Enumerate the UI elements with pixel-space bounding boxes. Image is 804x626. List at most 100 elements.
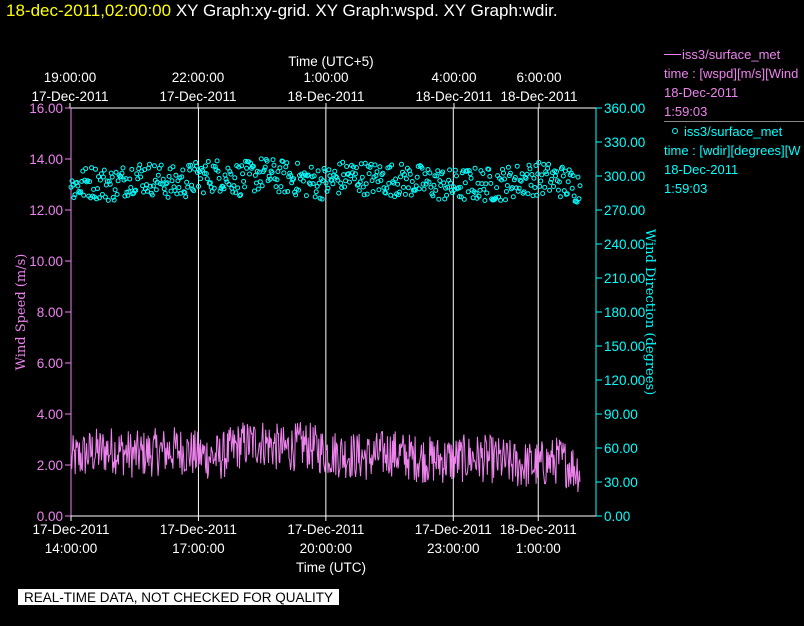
legend-circle-marker [672,128,678,134]
wind-direction-point [451,184,456,190]
wind-direction-point [308,164,314,170]
wind-direction-point [258,156,264,162]
wind-direction-point [83,166,89,172]
wind-direction-point [398,174,403,180]
wind-direction-point [247,171,252,177]
legend-divider [664,121,804,122]
wind-direction-point [253,180,259,186]
wind-direction-point [537,183,543,189]
wind-direction-point [323,180,329,186]
wind-direction-point [269,170,275,175]
wind-direction-point [511,177,517,183]
wind-direction-point [289,180,295,186]
wind-direction-point [304,173,310,179]
wind-direction-point [115,178,121,184]
wind-direction-point [164,180,170,186]
wind-direction-point [467,171,473,177]
wind-direction-point [360,184,366,190]
left-axis-tick-label: 4.00 [37,407,63,422]
top-axis-tick-date: 18-Dec-2011 [287,89,364,104]
wind-direction-point [344,164,350,169]
wind-direction-point [482,198,488,203]
wind-direction-point [160,176,166,182]
top-axis-tick-date: 17-Dec-2011 [31,89,108,104]
wind-direction-point [342,184,348,190]
wind-direction-point [427,170,433,176]
wind-direction-point [93,166,98,172]
wind-direction-point [188,162,194,168]
wind-direction-point [502,176,507,182]
wind-direction-point [434,173,440,179]
wind-direction-point [262,164,268,170]
wind-direction-point [223,176,229,182]
wind-direction-point [408,192,414,198]
wind-direction-point [468,175,474,181]
wind-direction-point [112,187,118,193]
right-axis-title: Wind Direction (degrees) [642,229,657,395]
wind-direction-point [358,161,364,167]
wind-direction-point [401,184,406,190]
wind-direction-point [432,173,438,179]
left-axis-tick-label: 8.00 [37,305,63,320]
wind-direction-point [389,162,395,168]
wind-direction-point [493,195,499,201]
wind-direction-point [362,160,368,166]
top-axis-tick-time: 22:00:00 [172,70,225,85]
wind-direction-point [198,176,203,182]
wind-direction-point [222,172,228,178]
bottom-axis-tick-date: 17-Dec-2011 [415,522,492,537]
bottom-axis-tick-date: 17-Dec-2011 [287,522,364,537]
left-axis-tick-label: 16.00 [29,101,63,116]
wind-direction-point [248,160,253,166]
wind-direction-point [464,168,470,174]
wind-direction-point [161,186,167,192]
wind-direction-point [515,188,521,194]
wind-direction-point [461,196,467,202]
wind-direction-point [79,178,85,184]
wind-direction-point [110,194,116,200]
wind-direction-point [561,188,567,194]
wind-direction-point [518,178,524,184]
wind-direction-point [416,186,422,192]
wind-direction-point [453,173,459,179]
wind-direction-point [402,191,408,197]
wind-direction-point [452,187,457,192]
wind-direction-point [480,171,486,176]
wind-direction-point [544,171,550,177]
wind-direction-point [163,181,169,187]
right-axis-tick-label: 210.00 [604,271,645,286]
wind-direction-point [412,187,418,193]
wind-direction-point [231,183,237,189]
right-axis-tick-label: 0.00 [604,509,630,524]
wind-direction-point [517,177,523,183]
wind-direction-point [319,196,325,202]
bottom-axis-tick-date: 18-Dec-2011 [500,522,577,537]
wind-direction-point [162,190,168,196]
wind-direction-point [551,184,556,189]
wind-direction-point [405,185,411,191]
wind-direction-point [211,185,217,191]
wind-direction-point [354,182,360,188]
wind-direction-point [176,185,182,190]
wind-direction-point [324,188,330,194]
wind-direction-point [431,182,437,188]
wind-direction-point [97,177,103,183]
wind-direction-point [547,187,553,193]
top-axis-tick-time: 4:00:00 [431,70,476,85]
wind-direction-point [462,180,468,186]
bottom-axis-tick-date: 17-Dec-2011 [160,522,237,537]
wind-direction-point [230,189,236,195]
wind-direction-point [353,165,359,171]
wind-direction-point [367,164,373,170]
wind-direction-point [307,181,313,187]
wind-direction-point [556,179,562,185]
wind-direction-point [533,163,539,168]
wind-direction-point [571,193,577,199]
wind-direction-point [374,169,380,175]
wind-direction-point [133,187,139,193]
wind-direction-point [114,191,120,197]
wind-direction-point [505,164,511,170]
wind-direction-point [255,186,261,192]
wind-direction-point [557,194,563,200]
wind-direction-point [384,185,390,191]
